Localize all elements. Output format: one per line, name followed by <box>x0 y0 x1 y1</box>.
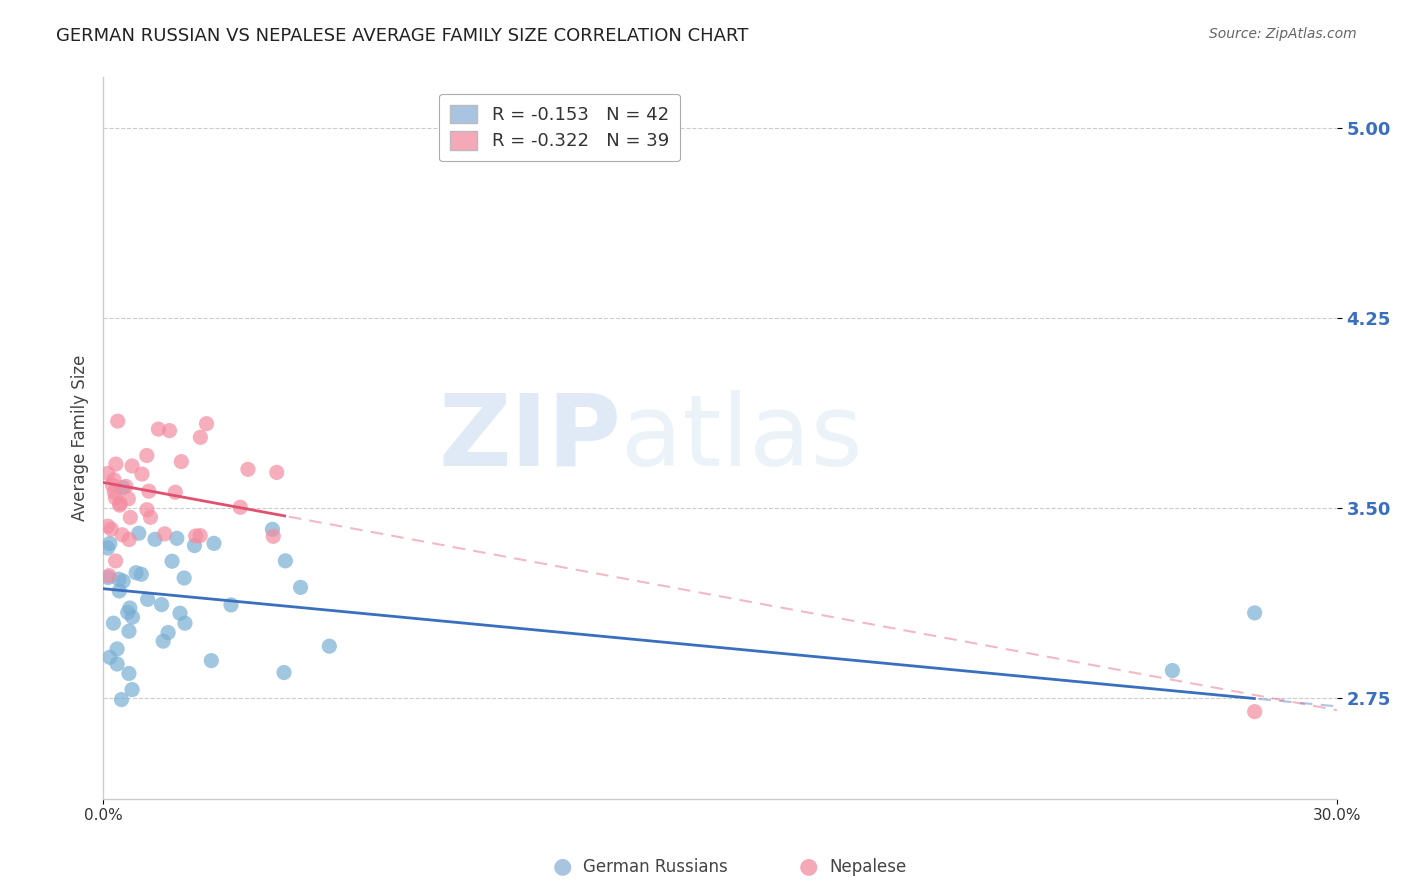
Point <box>121 610 143 624</box>
Point <box>173 571 195 585</box>
Point <box>107 414 129 428</box>
Point <box>131 567 153 582</box>
Point <box>165 485 187 500</box>
Text: Nepalese: Nepalese <box>830 858 907 876</box>
Point <box>274 554 297 568</box>
Point <box>128 526 150 541</box>
Point <box>262 522 284 536</box>
Text: ZIP: ZIP <box>439 390 621 487</box>
Point <box>183 539 205 553</box>
Point <box>125 566 148 580</box>
Point <box>136 592 159 607</box>
Point <box>118 666 141 681</box>
Point <box>100 522 122 536</box>
Point <box>108 572 131 586</box>
Y-axis label: Average Family Size: Average Family Size <box>72 355 89 521</box>
Point <box>229 500 252 515</box>
Point <box>104 554 127 568</box>
Point <box>97 467 120 481</box>
Point <box>97 519 120 533</box>
Point <box>188 528 211 542</box>
Point <box>104 457 127 471</box>
Point <box>108 498 131 512</box>
Text: atlas: atlas <box>621 390 863 487</box>
Point <box>160 554 183 568</box>
Point <box>266 466 288 480</box>
Point <box>159 424 181 438</box>
Text: German Russians: German Russians <box>583 858 728 876</box>
Point <box>105 641 128 656</box>
Point <box>184 529 207 543</box>
Point <box>103 485 125 500</box>
Point <box>115 479 138 493</box>
Point <box>195 417 218 431</box>
Point <box>200 654 222 668</box>
Point <box>97 570 120 584</box>
Point <box>150 598 173 612</box>
Point <box>148 422 170 436</box>
Point <box>136 502 159 516</box>
Point <box>219 598 242 612</box>
Point <box>157 625 180 640</box>
Point <box>108 496 131 510</box>
Legend: R = -0.153   N = 42, R = -0.322   N = 39: R = -0.153 N = 42, R = -0.322 N = 39 <box>440 94 681 161</box>
Point <box>98 568 121 582</box>
Point <box>118 533 141 547</box>
Point <box>117 606 139 620</box>
Point <box>170 454 193 468</box>
Point <box>273 665 295 680</box>
Point <box>104 491 127 505</box>
Point <box>169 606 191 620</box>
Point <box>135 449 157 463</box>
Point <box>103 473 125 487</box>
Point <box>120 510 142 524</box>
Point <box>131 467 153 481</box>
Point <box>143 533 166 547</box>
Point <box>117 491 139 506</box>
Point <box>101 478 124 492</box>
Point <box>1243 606 1265 620</box>
Point <box>112 574 135 588</box>
Point <box>111 528 134 542</box>
Point <box>1161 664 1184 678</box>
Point <box>1243 705 1265 719</box>
Point <box>108 584 131 599</box>
Point <box>262 529 284 543</box>
Point <box>174 616 197 631</box>
Point <box>103 616 125 631</box>
Point <box>152 634 174 648</box>
Point <box>111 480 134 494</box>
Point <box>318 639 340 653</box>
Point <box>110 692 132 706</box>
Point <box>121 682 143 697</box>
Text: ●: ● <box>553 856 572 876</box>
Point <box>290 581 312 595</box>
Point <box>98 536 121 550</box>
Point <box>153 527 176 541</box>
Point <box>121 458 143 473</box>
Point <box>139 510 162 524</box>
Point <box>202 536 225 550</box>
Point <box>190 430 212 444</box>
Point <box>236 462 259 476</box>
Point <box>98 650 121 665</box>
Point <box>118 601 141 615</box>
Point <box>138 484 160 499</box>
Text: ●: ● <box>799 856 818 876</box>
Text: Source: ZipAtlas.com: Source: ZipAtlas.com <box>1209 27 1357 41</box>
Text: GERMAN RUSSIAN VS NEPALESE AVERAGE FAMILY SIZE CORRELATION CHART: GERMAN RUSSIAN VS NEPALESE AVERAGE FAMIL… <box>56 27 748 45</box>
Point <box>118 624 141 639</box>
Point <box>97 541 120 555</box>
Point <box>105 657 128 671</box>
Point <box>166 531 188 545</box>
